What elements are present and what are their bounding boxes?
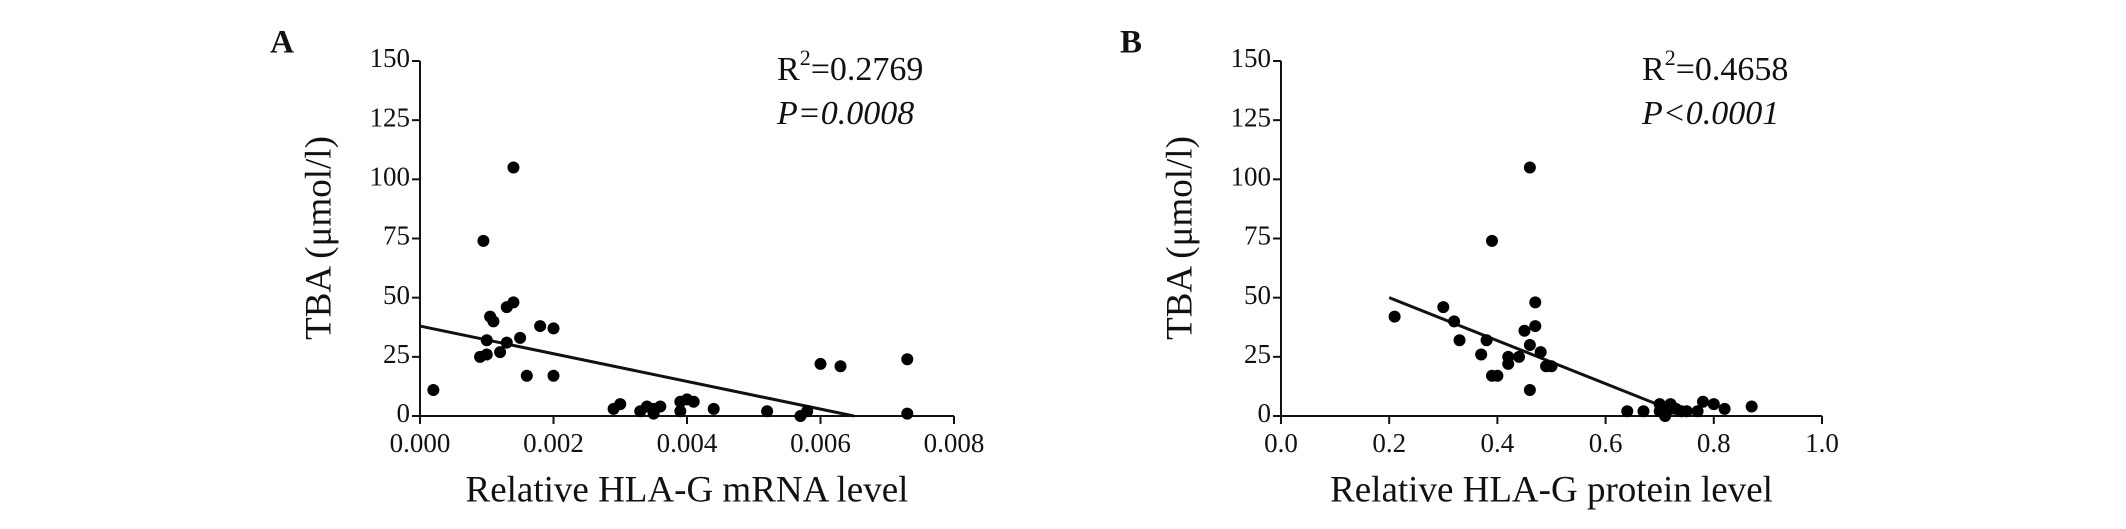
data-point — [654, 400, 667, 413]
panel-label: B — [1120, 25, 1142, 61]
x-tick-label: 0.8 — [1697, 428, 1731, 458]
data-point — [1518, 324, 1531, 337]
data-point — [1621, 405, 1634, 418]
r-squared: R2=0.2769 — [777, 45, 923, 88]
data-point — [687, 395, 700, 408]
data-point — [1453, 334, 1466, 347]
data-point — [1448, 315, 1461, 328]
panel-label: A — [270, 25, 294, 61]
data-point — [614, 398, 627, 411]
x-tick-label: 0.000 — [390, 428, 451, 458]
data-point — [1691, 405, 1704, 418]
y-tick-label: 0 — [1258, 398, 1272, 428]
data-point — [801, 405, 814, 418]
data-point — [1502, 357, 1515, 370]
data-point — [1545, 360, 1558, 373]
data-point — [547, 369, 560, 382]
y-tick-label: 50 — [383, 280, 410, 310]
data-point — [707, 402, 720, 415]
data-point — [814, 357, 827, 370]
x-axis-label: Relative HLA-G mRNA level — [466, 469, 909, 510]
data-point — [1437, 301, 1450, 314]
data-point — [520, 369, 533, 382]
y-tick-label: 100 — [370, 162, 411, 192]
data-point — [761, 405, 774, 418]
y-tick-label: 125 — [1231, 102, 1272, 132]
y-axis-label: TBA (μmol/l) — [1159, 136, 1200, 340]
data-point — [1696, 395, 1709, 408]
data-point — [1745, 400, 1758, 413]
r-squared: R2=0.4658 — [1642, 45, 1788, 88]
data-point — [514, 331, 527, 344]
data-point — [1513, 350, 1526, 363]
y-tick-label: 0 — [397, 398, 411, 428]
data-point — [674, 405, 687, 418]
y-tick-label: 150 — [370, 43, 411, 73]
data-point — [1475, 348, 1488, 361]
y-tick-label: 100 — [1231, 162, 1272, 192]
data-point — [1523, 383, 1536, 396]
r-squared-value: =0.2769 — [811, 51, 924, 88]
r-squared-symbol: R — [1642, 51, 1665, 88]
data-point — [834, 360, 847, 373]
r-squared-symbol: R — [777, 51, 800, 88]
data-point — [901, 407, 914, 420]
data-point — [507, 161, 520, 174]
data-point — [1523, 161, 1536, 174]
data-point — [534, 320, 547, 333]
p-value: P=0.0008 — [776, 95, 914, 132]
data-point — [487, 315, 500, 328]
x-tick-label: 0.6 — [1589, 428, 1623, 458]
data-point — [480, 348, 493, 361]
r-squared-exponent: 2 — [1665, 45, 1676, 70]
x-tick-label: 0.4 — [1481, 428, 1515, 458]
data-point — [480, 334, 493, 347]
data-point — [901, 353, 914, 366]
x-tick-label: 0.006 — [790, 428, 851, 458]
data-point — [1529, 296, 1542, 309]
data-point — [427, 383, 440, 396]
x-tick-label: 0.002 — [523, 428, 584, 458]
y-tick-label: 75 — [1244, 221, 1271, 251]
data-point — [1534, 346, 1547, 359]
y-tick-label: 125 — [370, 102, 411, 132]
y-tick-label: 75 — [383, 221, 410, 251]
y-axis-label: TBA (μmol/l) — [298, 136, 339, 340]
data-point — [494, 346, 507, 359]
data-point — [1485, 234, 1498, 247]
data-point — [507, 296, 520, 309]
y-tick-label: 150 — [1231, 43, 1272, 73]
x-tick-label: 0.2 — [1372, 428, 1406, 458]
x-tick-label: 0.008 — [924, 428, 985, 458]
x-tick-label: 0.0 — [1264, 428, 1298, 458]
data-point — [1637, 405, 1650, 418]
data-point — [1523, 339, 1536, 351]
data-point — [1680, 405, 1693, 418]
x-tick-label: 1.0 — [1805, 428, 1839, 458]
data-point — [1707, 398, 1720, 411]
x-tick-label: 0.004 — [657, 428, 718, 458]
p-value: P<0.0001 — [1641, 95, 1779, 132]
y-tick-label: 25 — [383, 339, 410, 369]
y-tick-label: 25 — [1244, 339, 1271, 369]
data-point — [1529, 320, 1542, 333]
data-point — [1388, 310, 1401, 323]
r-squared-value: =0.4658 — [1676, 51, 1789, 88]
data-point — [477, 234, 490, 247]
r-squared-exponent: 2 — [800, 45, 811, 70]
data-point — [1480, 334, 1493, 347]
data-point — [500, 336, 513, 349]
y-tick-label: 50 — [1244, 280, 1271, 310]
data-point — [1718, 402, 1731, 415]
data-point — [1491, 369, 1504, 382]
x-axis-label: Relative HLA-G protein level — [1330, 469, 1773, 510]
data-point — [547, 322, 560, 335]
